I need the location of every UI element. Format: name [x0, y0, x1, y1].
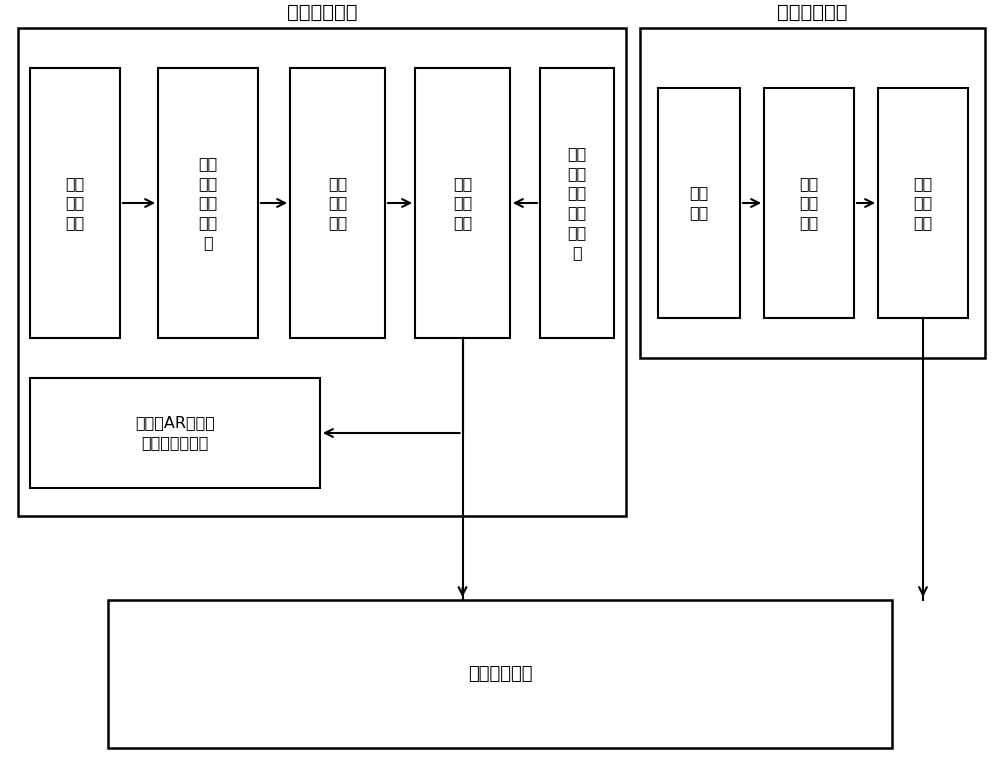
Text: 脑电
采集
模块: 脑电 采集 模块: [799, 176, 819, 230]
Bar: [18, 28, 626, 516]
Bar: [108, 600, 892, 748]
Text: 头部
微环
境温
度调
控模
块: 头部 微环 境温 度调 控模 块: [567, 146, 587, 260]
Bar: [415, 68, 510, 338]
Bar: [30, 378, 320, 488]
Text: 脑电
处理
模块: 脑电 处理 模块: [913, 176, 933, 230]
Text: 脑电
采集
模块: 脑电 采集 模块: [328, 176, 347, 230]
Bar: [764, 88, 854, 318]
Bar: [640, 28, 985, 358]
Bar: [658, 88, 740, 318]
Text: 脑电
处理
模块: 脑电 处理 模块: [453, 176, 472, 230]
Text: 嵌入式计算机: 嵌入式计算机: [468, 665, 532, 683]
Text: 视知觉AR增强现
实信息显示模块: 视知觉AR增强现 实信息显示模块: [135, 415, 215, 450]
Bar: [158, 68, 258, 338]
Text: 变刚
度电
极稳
定支
架: 变刚 度电 极稳 定支 架: [198, 156, 218, 250]
Bar: [30, 68, 120, 338]
Text: 肌电采集装置: 肌电采集装置: [777, 2, 848, 22]
Text: 肌电
电极: 肌电 电极: [689, 186, 709, 220]
Text: 传感
电极
阵列: 传感 电极 阵列: [65, 176, 85, 230]
Bar: [878, 88, 968, 318]
Bar: [290, 68, 385, 338]
Bar: [540, 68, 614, 338]
Text: 脑电采集头盔: 脑电采集头盔: [287, 2, 357, 22]
